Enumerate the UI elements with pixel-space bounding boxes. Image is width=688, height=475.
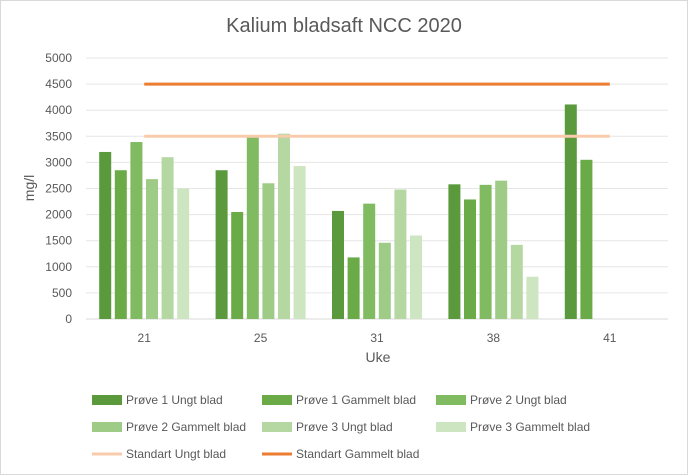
legend-label: Prøve 3 Ungt blad (296, 420, 393, 434)
x-tick-label: 25 (254, 331, 268, 345)
bar (410, 235, 422, 319)
legend-label: Prøve 2 Ungt blad (470, 393, 567, 407)
bar (246, 136, 259, 319)
bar (99, 151, 112, 319)
legend-label: Prøve 2 Gammelt blad (126, 420, 246, 434)
bar (130, 142, 143, 319)
bars (99, 104, 593, 319)
y-tick-label: 2500 (45, 182, 72, 196)
bar (448, 184, 461, 319)
bar (495, 180, 508, 319)
y-tick-label: 0 (65, 312, 72, 326)
legend-swatch (92, 395, 122, 405)
bar (177, 188, 190, 319)
y-tick-label: 3000 (45, 155, 72, 169)
bar (215, 170, 228, 319)
bar (394, 189, 407, 319)
bar (363, 203, 376, 319)
x-tick-label: 38 (487, 331, 501, 345)
bar (378, 242, 391, 319)
bar (161, 157, 174, 319)
legend-swatch (92, 422, 122, 432)
legend-swatch (436, 422, 466, 432)
y-tick-label: 5000 (45, 51, 72, 65)
bar (464, 199, 476, 319)
x-tick-label: 41 (603, 331, 617, 345)
x-tick-label: 31 (370, 331, 384, 345)
bar (231, 211, 244, 319)
y-tick-label: 3500 (45, 129, 72, 143)
legend: Prøve 1 Ungt blad Prøve 1 Gammelt blad Prø… (92, 393, 590, 461)
legend-label: Standart Gammelt blad (296, 447, 419, 461)
chart-title: Kalium bladsaft NCC 2020 (226, 15, 462, 37)
bar (114, 170, 127, 319)
y-tick-label: 1000 (45, 260, 72, 274)
bar (479, 184, 492, 319)
legend-label: Prøve 1 Gammelt blad (296, 393, 416, 407)
y-tick-label: 4500 (45, 77, 72, 91)
legend-swatch (436, 395, 466, 405)
bar (278, 133, 290, 319)
bar (580, 159, 593, 319)
y-tick-labels: 0 500 1000 1500 2000 2500 3000 3500 4000 4500 5000 (45, 51, 72, 326)
bar (262, 183, 275, 319)
bar (293, 166, 306, 319)
bar (146, 179, 158, 319)
bar (526, 276, 539, 319)
legend-label: Prøve 3 Gammelt blad (470, 420, 590, 434)
legend-label: Prøve 1 Ungt blad (126, 393, 223, 407)
bar (510, 244, 523, 319)
bar (347, 257, 360, 319)
legend-label: Standart Ungt blad (126, 447, 226, 461)
y-tick-label: 2000 (45, 208, 72, 222)
x-tick-labels: 21 25 31 38 41 (138, 331, 617, 345)
y-tick-label: 500 (52, 286, 72, 300)
y-axis-label: mg/l (21, 175, 37, 201)
x-tick-label: 21 (138, 331, 152, 345)
bar (332, 210, 344, 319)
y-tick-label: 1500 (45, 234, 72, 248)
reference-lines (144, 82, 610, 138)
legend-swatch (262, 395, 292, 405)
bar (564, 104, 577, 319)
x-axis-label: Uke (366, 349, 391, 365)
legend-swatch (262, 422, 292, 432)
y-tick-label: 4000 (45, 103, 72, 117)
